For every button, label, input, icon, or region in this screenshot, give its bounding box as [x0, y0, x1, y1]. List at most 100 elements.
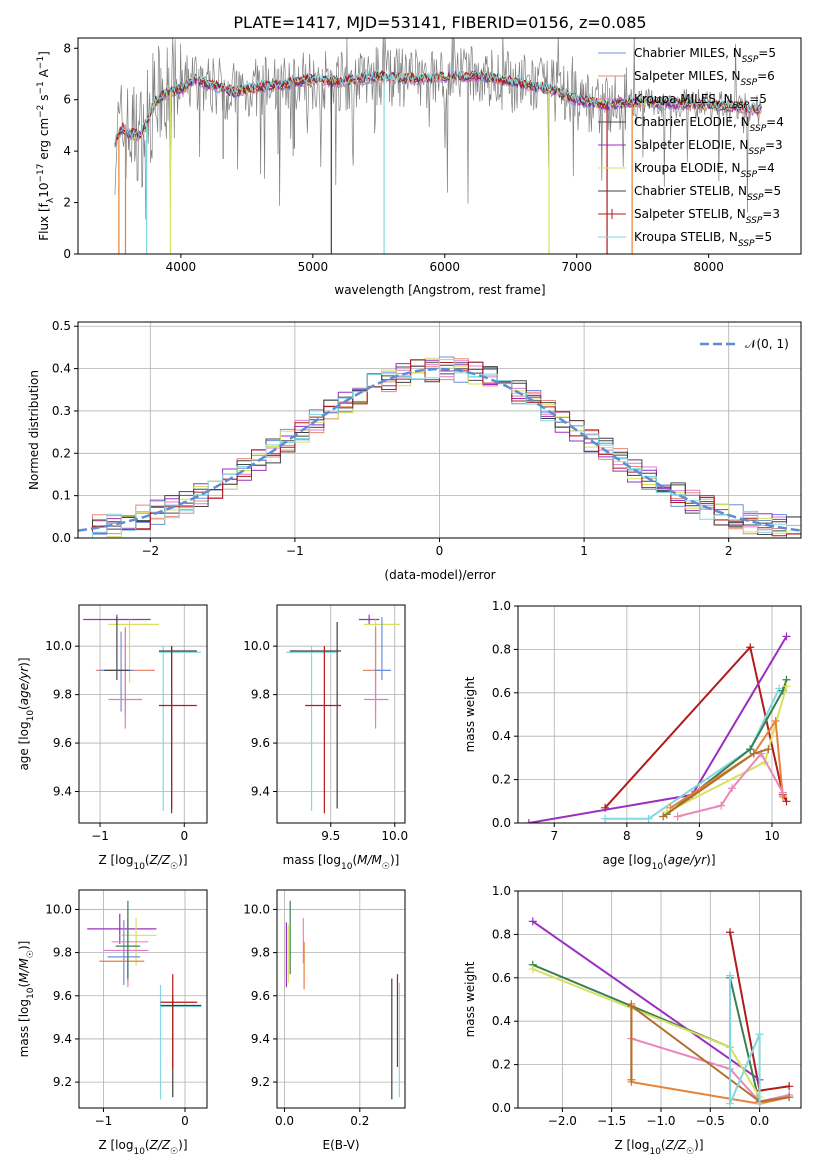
x-axis-label: Z [log10(Z/Z☉)]: [98, 853, 187, 872]
tick-label: 9.5: [321, 829, 340, 843]
tick-label: −1.0: [646, 1114, 675, 1128]
tick-label: 0.5: [52, 319, 71, 333]
tick-label: 8: [63, 41, 71, 55]
tick-label: 9.4: [251, 785, 270, 799]
legend-label: Chabrier MILES, NSSP=5: [634, 46, 776, 65]
tick-label: 10.0: [243, 902, 270, 916]
tick-label: 0.4: [492, 1014, 511, 1028]
errorbars: [83, 614, 202, 814]
tick-label: 9.6: [251, 736, 270, 750]
weight-line: [528, 635, 788, 823]
weight-marker: [755, 1099, 764, 1108]
tick-label: −1: [91, 829, 109, 843]
tick-label: 0.2: [350, 1114, 369, 1128]
weight-marker: [627, 1075, 636, 1084]
weight-line: [631, 1037, 790, 1103]
x-axis-label: Z [log10(Z/Z☉)]: [614, 1138, 703, 1157]
tick-label: 10.0: [243, 639, 270, 653]
weight-marker: [785, 1082, 794, 1091]
tick-label: 7: [550, 829, 558, 843]
x-axis-label: wavelength [Angstrom, rest frame]: [334, 283, 545, 297]
weight-marker: [524, 819, 533, 823]
y-axis-label: age [log10(age/yr)]: [17, 657, 36, 770]
legend-label: Chabrier STELIB, NSSP=5: [634, 184, 781, 203]
tick-label: 0.4: [52, 362, 71, 376]
legend-label: Chabrier ELODIE, NSSP=4: [634, 115, 784, 134]
weight-marker: [746, 643, 755, 652]
weight-marker: [785, 1093, 794, 1102]
tick-label: 6000: [430, 260, 461, 274]
weight-line: [604, 645, 788, 809]
weight-line: [669, 718, 784, 809]
gaussian-curve: [78, 367, 801, 532]
legend: Chabrier MILES, NSSP=5 Salpeter MILES, NS…: [598, 46, 784, 249]
x-axis-label: E(B-V): [322, 1138, 359, 1152]
plot-panel: −1 0 9.2 9.4 9.6 9.8 10.0 Z [log10(Z/Z☉)] mass […: [17, 889, 208, 1157]
weight-marker: [627, 1002, 636, 1011]
tick-label: 9.6: [251, 989, 270, 1003]
tick-label: 0.2: [52, 446, 71, 460]
tick-label: 0.6: [492, 971, 511, 985]
plot-panel: 9.5 10.0 9.4 9.6 9.8 10.0 mass [log10(M/M☉)]: [243, 604, 408, 872]
weight-marker: [755, 1030, 764, 1039]
weight-marker: [782, 797, 791, 806]
tick-label: 9.4: [53, 785, 72, 799]
errorbars: [87, 900, 202, 1100]
residual-histogram: [78, 359, 801, 538]
tick-label: 8: [623, 829, 631, 843]
y-axis-label: mass weight: [463, 961, 477, 1037]
tick-label: 10.0: [381, 829, 408, 843]
tick-label: 0.6: [492, 686, 511, 700]
axes-frame: [276, 889, 406, 1109]
weight-line: [630, 1004, 790, 1103]
tick-label: 0.0: [492, 816, 511, 830]
tick-label: 0.8: [492, 927, 511, 941]
weight-marker: [771, 717, 780, 726]
weight-marker: [659, 812, 668, 821]
weight-marker: [601, 814, 610, 823]
weight-marker: [782, 682, 791, 691]
weight-line: [532, 920, 761, 1081]
tick-label: 4: [63, 144, 71, 158]
axes-frame: [517, 890, 802, 1109]
figure-title: PLATE=1417, MJD=53141, FIBERID=0156, z=0…: [233, 13, 646, 32]
model-spectrum: [114, 69, 762, 144]
tick-label: 9.4: [251, 1032, 270, 1046]
tick-label: 6: [63, 93, 71, 107]
tick-label: 0.2: [492, 773, 511, 787]
weight-line: [729, 975, 761, 1105]
tick-label: 10.0: [45, 639, 72, 653]
tick-label: −1: [95, 1114, 113, 1128]
tick-label: 7000: [561, 260, 592, 274]
errorbars: [285, 614, 400, 814]
weight-marker: [782, 632, 791, 641]
tick-label: −0.5: [696, 1114, 725, 1128]
weight-marker: [726, 928, 735, 937]
y-axis-label: Flux [fλ10−17 erg cm−2 s−1 A−1]: [36, 51, 56, 241]
tick-label: 1.0: [492, 599, 511, 613]
weight-marker: [764, 745, 773, 754]
tick-label: 9.2: [53, 1075, 72, 1089]
weight-lines: [528, 917, 794, 1108]
tick-label: 0.8: [492, 642, 511, 656]
tick-label: 0.0: [52, 531, 71, 545]
legend-label: Salpeter ELODIE, NSSP=3: [634, 138, 783, 157]
tick-label: 9.2: [251, 1075, 270, 1089]
weight-marker: [673, 812, 682, 821]
tick-label: 0.2: [492, 1058, 511, 1072]
weight-marker: [778, 788, 787, 797]
plot-panel: −2.0 −1.5 −1.0 −0.5 0.0 0.0 0.2 0.4 0.6 0.8 1.0 Z […: [463, 884, 802, 1157]
x-axis-label: age [log10(age/yr)]: [602, 853, 715, 872]
tick-label: 0.0: [275, 1114, 294, 1128]
tick-label: 4000: [166, 260, 197, 274]
tick-label: 9.6: [53, 736, 72, 750]
weight-line: [532, 968, 761, 1098]
tick-label: 0.3: [52, 404, 71, 418]
x-axis-label: mass [log10(M/M☉)]: [283, 853, 400, 872]
legend-label: 𝒩(0, 1): [745, 337, 789, 351]
weight-marker: [717, 801, 726, 810]
legend-label: Salpeter STELIB, NSSP=3: [634, 207, 780, 226]
tick-label: 1: [580, 544, 588, 558]
plot-panel: −1 0 9.4 9.6 9.8 10.0 Z [log10(Z/Z☉)] age [log1…: [17, 604, 208, 872]
